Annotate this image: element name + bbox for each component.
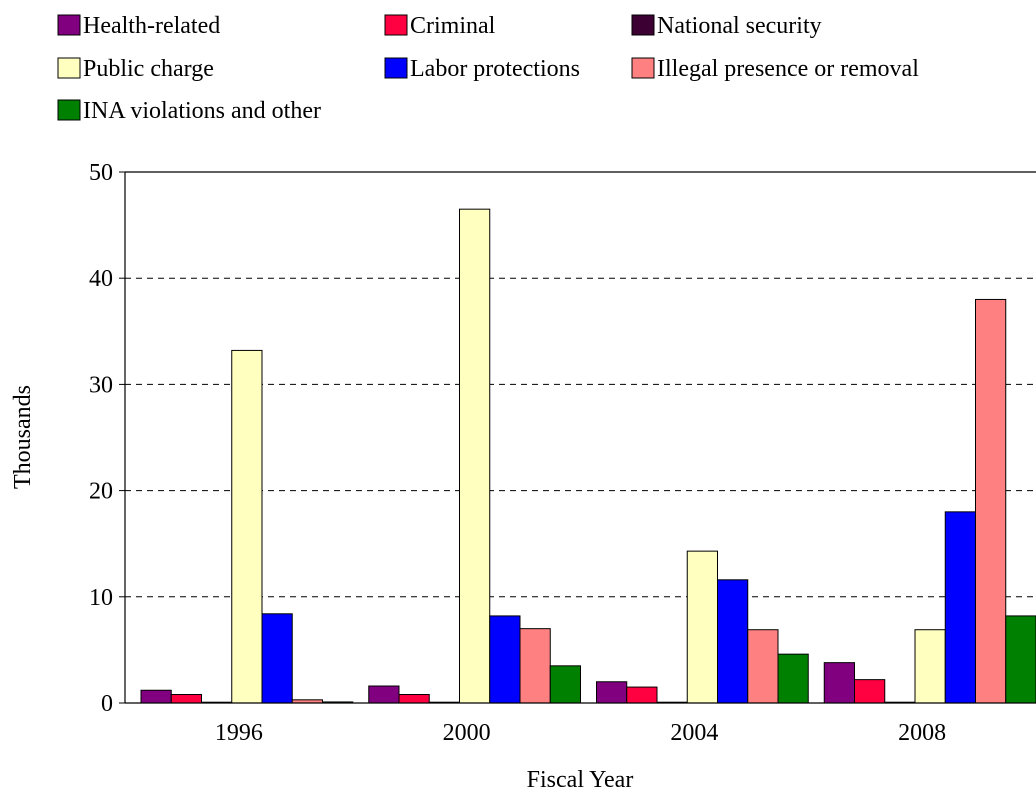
legend-swatch: [57, 99, 81, 121]
gridlines: [125, 277, 1036, 598]
legend-label: National security: [657, 13, 822, 39]
legend-item: Criminal: [384, 13, 496, 39]
x-axis-label: Fiscal Year: [527, 767, 634, 791]
x-tick-label: 2000: [443, 720, 491, 746]
legend-label: Health-related: [83, 13, 220, 39]
bar-illegal-presence-or-removal-2000: [519, 628, 551, 704]
bar-criminal-2004: [626, 686, 658, 704]
legend-swatch: [384, 14, 408, 36]
bar-ina-violations-and-other-2000: [549, 665, 581, 704]
y-tick-label: 20: [89, 479, 113, 505]
legend: Health-related Criminal National security P…: [57, 13, 919, 124]
legend-label: Public charge: [83, 56, 214, 82]
bar-criminal-1996: [170, 694, 202, 704]
bar-health-related-2008: [823, 662, 855, 704]
legend-label: Criminal: [410, 13, 496, 39]
legend-swatch: [57, 57, 81, 79]
bar-health-related-2000: [368, 685, 400, 704]
legend-label: Labor protections: [410, 56, 580, 82]
legend-swatch: [384, 57, 408, 79]
legend-swatch: [57, 14, 81, 36]
y-tick-label: 0: [101, 691, 113, 717]
bar-public-charge-1996: [231, 349, 263, 704]
y-tick-label: 50: [89, 160, 113, 186]
bar-labor-protections-2004: [717, 579, 749, 704]
bar-health-related-2004: [596, 681, 628, 704]
bar-criminal-2000: [398, 694, 430, 704]
legend-label: INA violations and other: [83, 98, 321, 124]
bar-health-related-1996: [140, 689, 172, 704]
bar-labor-protections-2008: [944, 511, 976, 704]
y-tick-label: 30: [89, 372, 113, 398]
legend-swatch: [631, 14, 655, 36]
legend-item: Health-related: [57, 13, 220, 39]
legend-swatch: [631, 57, 655, 79]
legend-item: National security: [631, 13, 822, 39]
legend-item: Illegal presence or removal: [631, 56, 919, 82]
legend-item: INA violations and other: [57, 98, 321, 124]
x-tick-label: 2008: [898, 720, 946, 746]
bar-ina-violations-and-other-2008: [1005, 615, 1036, 704]
legend-item: Labor protections: [384, 56, 580, 82]
bar-criminal-2008: [854, 679, 886, 704]
bar-public-charge-2000: [459, 208, 491, 704]
legend-label: Illegal presence or removal: [657, 56, 919, 82]
bar-public-charge-2004: [686, 550, 718, 704]
y-tick-label: 40: [89, 266, 113, 292]
bar-public-charge-2008: [914, 629, 946, 704]
legend-item: Public charge: [57, 56, 214, 82]
y-axis-label: Thousands: [10, 385, 36, 489]
bar-illegal-presence-or-removal-2004: [747, 629, 779, 704]
y-tick-label: 10: [89, 585, 113, 611]
bar-ina-violations-and-other-2004: [777, 653, 809, 704]
bar-illegal-presence-or-removal-2008: [975, 298, 1007, 704]
bar-labor-protections-2000: [489, 615, 521, 704]
bars: [140, 208, 1036, 704]
x-tick-label: 1996: [215, 720, 263, 746]
bar-labor-protections-1996: [261, 613, 293, 704]
axes: 0 10 20 30 40 50 1996 2000 2004 2008: [89, 160, 1036, 746]
x-tick-label: 2004: [670, 720, 718, 746]
